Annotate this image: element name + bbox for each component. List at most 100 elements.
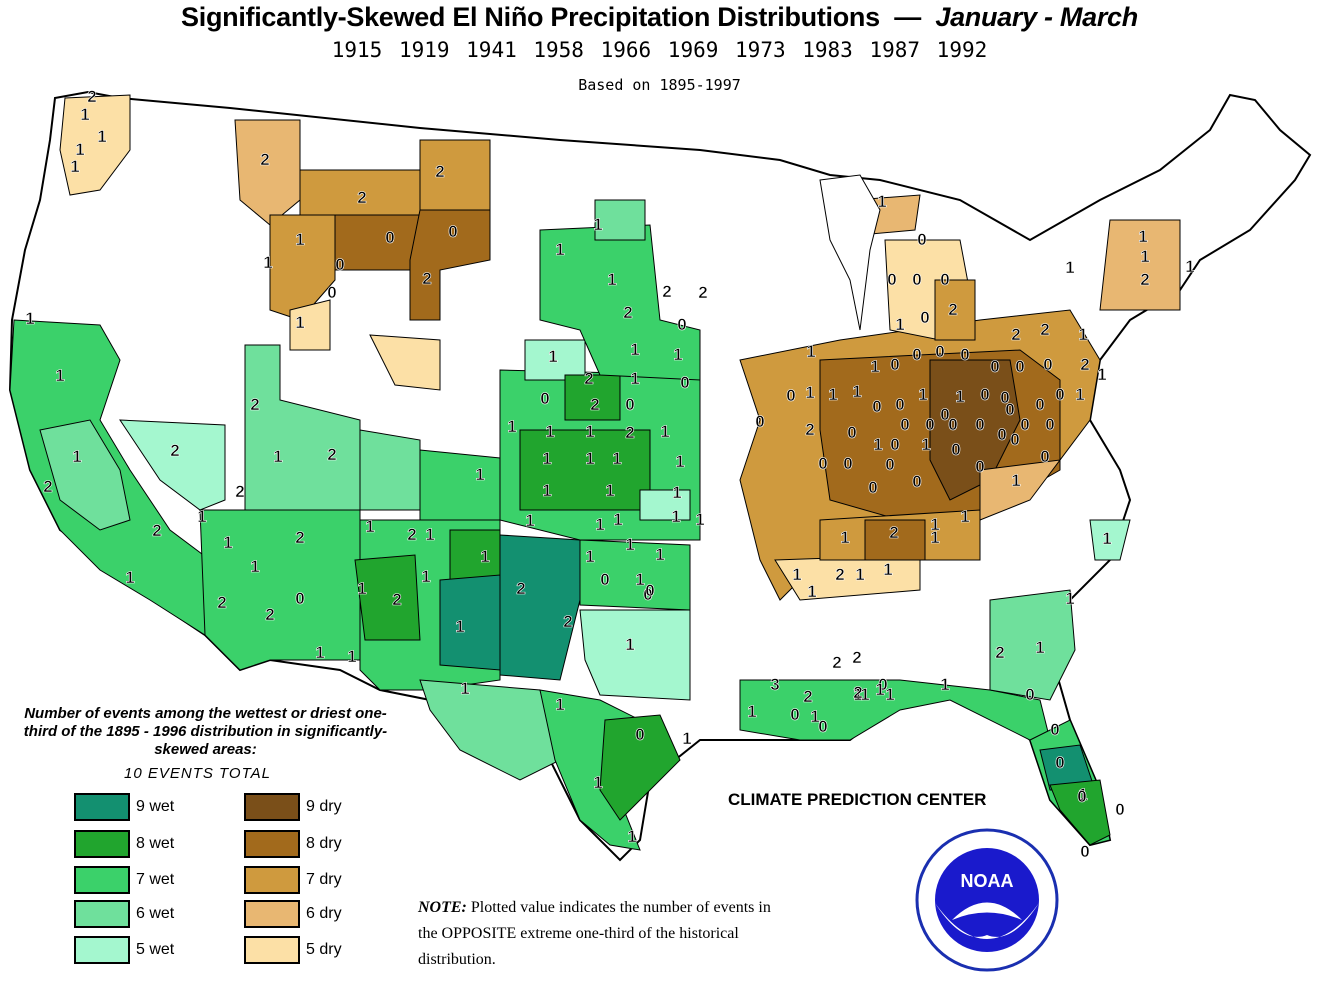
plotted-value: 1 bbox=[595, 515, 604, 534]
wet-legend-swatch bbox=[74, 866, 130, 894]
region-washington-dry bbox=[59, 94, 131, 196]
based-on: Based on 1895-1997 bbox=[578, 76, 741, 94]
region-iowa-5wet bbox=[594, 199, 646, 241]
noaa-seal-icon: NOAA bbox=[915, 828, 1059, 972]
plotted-value: 2 bbox=[995, 643, 1004, 662]
wet-legend-label: 6 wet bbox=[136, 905, 175, 922]
plotted-value: 1 bbox=[810, 707, 819, 726]
wet-legend-label: 5 wet bbox=[136, 941, 175, 958]
plotted-value: 0 bbox=[385, 228, 394, 247]
plotted-value: 0 bbox=[940, 405, 949, 424]
plotted-value: 1 bbox=[877, 192, 886, 211]
plotted-value: 0 bbox=[1035, 395, 1044, 414]
plotted-value: 2 bbox=[1080, 355, 1089, 374]
plotted-value: 0 bbox=[327, 283, 336, 302]
plotted-value: 0 bbox=[335, 255, 344, 274]
plotted-value: 1 bbox=[250, 557, 259, 576]
dry-legend-swatch bbox=[244, 793, 300, 821]
plotted-value: 0 bbox=[935, 342, 944, 361]
wet-legend-label: 7 wet bbox=[136, 871, 175, 888]
plotted-value: 1 bbox=[263, 253, 272, 272]
plotted-value: 0 bbox=[1015, 357, 1024, 376]
plotted-value: 2 bbox=[170, 441, 179, 460]
plotted-value: 1 bbox=[673, 345, 682, 364]
plotted-value: 0 bbox=[912, 345, 921, 364]
plotted-value: 1 bbox=[55, 366, 64, 385]
plotted-value: 1 bbox=[70, 157, 79, 176]
region-wyoming-east bbox=[409, 209, 491, 321]
dry-legend-row: 5 dry bbox=[244, 936, 342, 964]
plotted-value: 0 bbox=[890, 355, 899, 374]
plotted-value: 1 bbox=[682, 729, 691, 748]
plotted-value: 1 bbox=[507, 417, 516, 436]
plotted-value: 2 bbox=[590, 395, 599, 414]
plotted-value: 0 bbox=[1115, 800, 1124, 819]
plotted-value: 1 bbox=[806, 342, 815, 361]
plotted-value: 1 bbox=[660, 422, 669, 441]
plotted-value: 0 bbox=[295, 589, 304, 608]
plotted-value: 1 bbox=[828, 385, 837, 404]
plotted-value: 1 bbox=[1140, 247, 1149, 266]
region-dakotas bbox=[539, 224, 701, 381]
plotted-value: 1 bbox=[455, 617, 464, 636]
plotted-value: 1 bbox=[593, 215, 602, 234]
plotted-value: 0 bbox=[843, 454, 852, 473]
plotted-value: 1 bbox=[542, 449, 551, 468]
plotted-value: 0 bbox=[1040, 447, 1049, 466]
region-nm-9wet bbox=[439, 574, 501, 671]
dry-legend-label: 9 dry bbox=[306, 798, 342, 815]
plotted-value: 0 bbox=[1043, 355, 1052, 374]
dry-legend-row: 6 dry bbox=[244, 900, 342, 928]
plotted-value: 0 bbox=[917, 230, 926, 249]
plotted-value: 1 bbox=[1065, 589, 1074, 608]
plotted-value: 1 bbox=[960, 507, 969, 526]
wet-legend-label: 8 wet bbox=[136, 835, 175, 852]
map-title: Significantly-Skewed El Niño Precipitati… bbox=[0, 2, 1319, 33]
plotted-value: 1 bbox=[97, 127, 106, 146]
plotted-value: 2 bbox=[87, 87, 96, 106]
plotted-value: 2 bbox=[516, 579, 525, 598]
plotted-value: 2 bbox=[852, 648, 861, 667]
wet-legend-row: 7 wet bbox=[74, 866, 174, 894]
plotted-value: 2 bbox=[327, 445, 336, 464]
plotted-value: 0 bbox=[975, 457, 984, 476]
plotted-value: 2 bbox=[1140, 270, 1149, 289]
plotted-value: 0 bbox=[1020, 415, 1029, 434]
plotted-value: 1 bbox=[875, 680, 884, 699]
plotted-value: 2 bbox=[235, 482, 244, 501]
plotted-value: 2 bbox=[805, 420, 814, 439]
plotted-value: 0 bbox=[975, 415, 984, 434]
plotted-value: 0 bbox=[847, 423, 856, 442]
plotted-value: 0 bbox=[890, 435, 899, 454]
plotted-value: 1 bbox=[1075, 385, 1084, 404]
region-texas-central bbox=[579, 609, 691, 701]
plotted-value: 1 bbox=[295, 313, 304, 332]
plotted-value: 0 bbox=[868, 478, 877, 497]
region-wyoming-west bbox=[269, 214, 336, 321]
plotted-value: 0 bbox=[887, 270, 896, 289]
plotted-value: 1 bbox=[625, 635, 634, 654]
region-se-atlantic bbox=[989, 589, 1076, 701]
plotted-value: 0 bbox=[600, 570, 609, 589]
plotted-value: 1 bbox=[852, 382, 861, 401]
plotted-value: 2 bbox=[835, 565, 844, 584]
plotted-value: 1 bbox=[853, 685, 862, 704]
region-ok-south bbox=[579, 539, 691, 611]
plotted-value: 1 bbox=[612, 449, 621, 468]
plotted-value: 1 bbox=[675, 452, 684, 471]
region-texas-west bbox=[419, 679, 561, 781]
plotted-value: 1 bbox=[955, 387, 964, 406]
plotted-value: 1 bbox=[940, 675, 949, 694]
plotted-value: 2 bbox=[392, 590, 401, 609]
plotted-value: 0 bbox=[1055, 753, 1064, 772]
dry-legend-row: 7 dry bbox=[244, 866, 342, 894]
plotted-value: 2 bbox=[152, 521, 161, 540]
plotted-value: 1 bbox=[792, 565, 801, 584]
plotted-value: 1 bbox=[671, 507, 680, 526]
plotted-value: 1 bbox=[930, 515, 939, 534]
noaa-text: NOAA bbox=[961, 871, 1014, 891]
title-season: January - March bbox=[935, 2, 1138, 32]
plotted-value: 1 bbox=[695, 510, 704, 529]
plotted-value: 0 bbox=[912, 270, 921, 289]
plotted-value: 3 bbox=[770, 675, 779, 694]
